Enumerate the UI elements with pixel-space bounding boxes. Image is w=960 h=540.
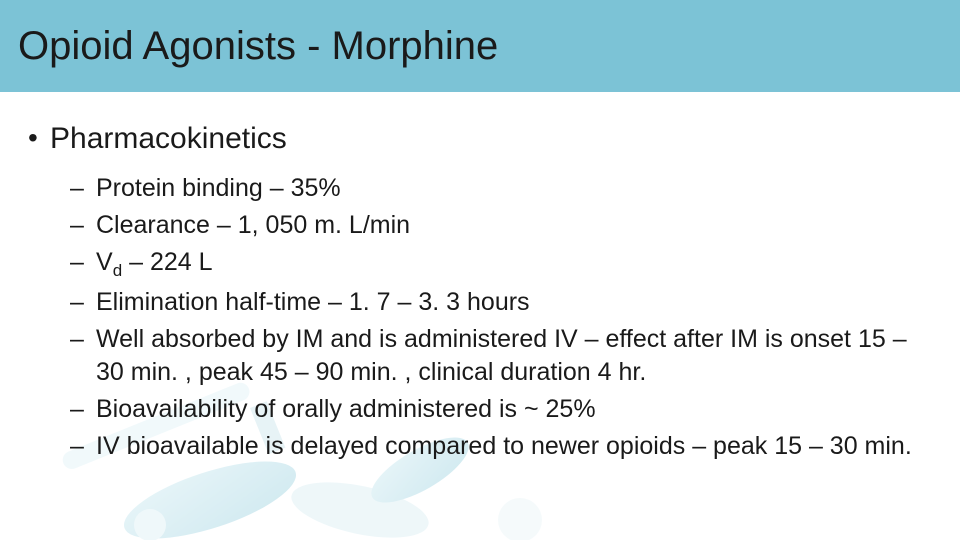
pk-item: IV bioavailable is delayed compared to n…	[70, 430, 932, 463]
title-band: Opioid Agonists - Morphine	[0, 0, 960, 92]
bullet-list-level1: Pharmacokinetics Protein binding – 35% C…	[28, 120, 932, 463]
section-heading: Pharmacokinetics Protein binding – 35% C…	[28, 120, 932, 463]
pk-item: Clearance – 1, 050 m. L/min	[70, 209, 932, 242]
pk-item: Well absorbed by IM and is administered …	[70, 323, 932, 389]
pk-item-text: Clearance – 1, 050 m. L/min	[96, 211, 410, 239]
pk-item-text: Bioavailability of orally administered i…	[96, 395, 596, 423]
pk-item-text: IV bioavailable is delayed compared to n…	[96, 432, 912, 460]
pk-item: Elimination half-time – 1. 7 – 3. 3 hour…	[70, 286, 932, 319]
bullet-list-level2: Protein binding – 35% Clearance – 1, 050…	[50, 172, 932, 463]
pk-item-text: Well absorbed by IM and is administered …	[96, 325, 907, 386]
pk-item: Vd – 224 L	[70, 246, 932, 282]
pk-item: Bioavailability of orally administered i…	[70, 393, 932, 426]
pk-item: Protein binding – 35%	[70, 172, 932, 205]
slide-title: Opioid Agonists - Morphine	[18, 24, 498, 69]
pk-item-text: Elimination half-time – 1. 7 – 3. 3 hour…	[96, 288, 530, 316]
pk-item-text: Protein binding – 35%	[96, 174, 341, 202]
section-heading-text: Pharmacokinetics	[50, 122, 287, 155]
slide-body: Pharmacokinetics Protein binding – 35% C…	[0, 92, 960, 463]
pk-item-text: Vd – 224 L	[96, 248, 213, 276]
